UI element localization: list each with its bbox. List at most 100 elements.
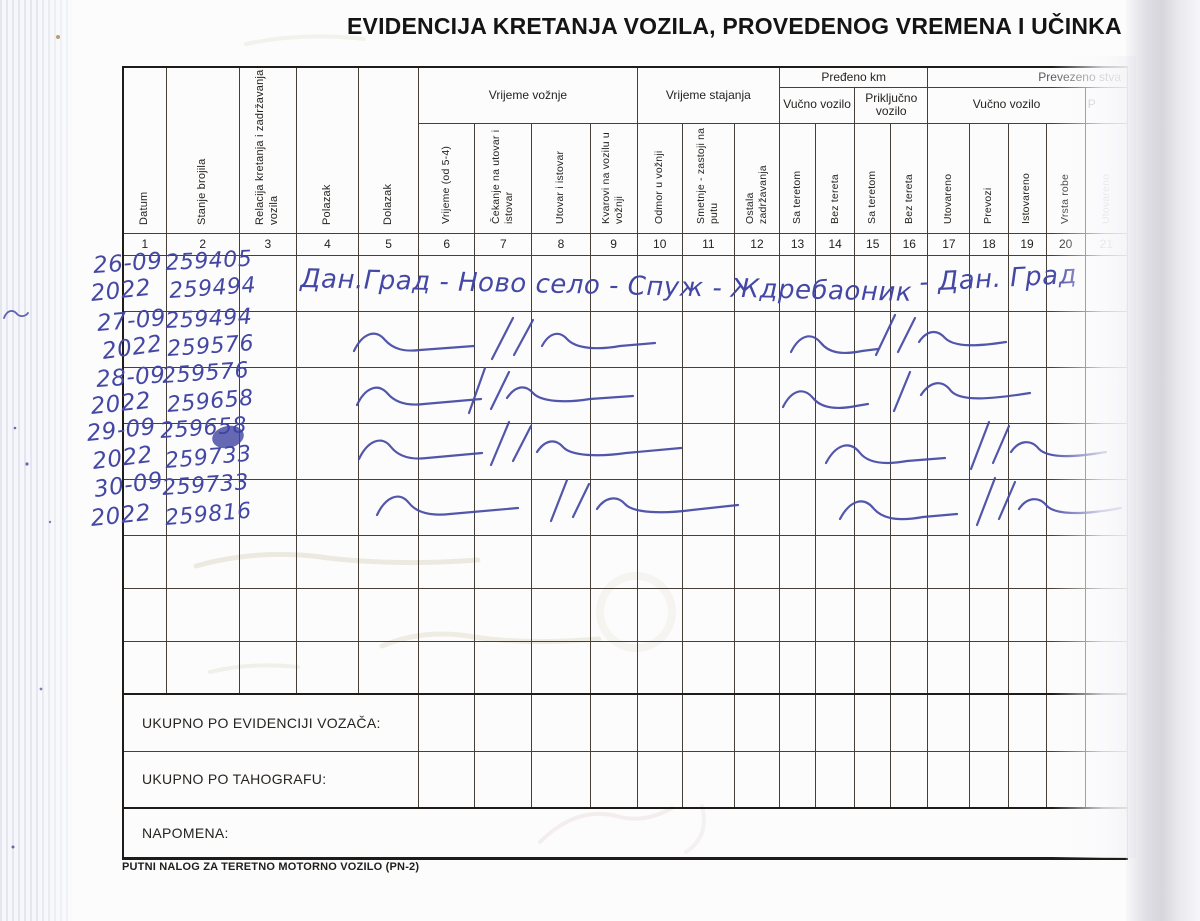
grid-cell	[681, 587, 735, 642]
col-header-vrijeme: Vrijeme (od 5-4)	[418, 122, 476, 234]
grid-cell	[969, 693, 1009, 752]
grid-cell	[1007, 640, 1047, 695]
grid-cell	[1007, 587, 1047, 642]
grid-cell	[531, 478, 591, 536]
grid-cell	[589, 254, 638, 312]
grid-cell	[815, 478, 856, 536]
totals-label-evidencija: UKUPNO PO EVIDENCIJI VOZAČA:	[122, 693, 420, 752]
grid-cell	[815, 422, 856, 480]
grid-cell	[358, 640, 420, 695]
col-header-prevozi: Prevozi	[969, 122, 1009, 234]
grid-cell	[681, 534, 735, 589]
grid-cell	[636, 366, 683, 424]
grid-cell	[927, 587, 971, 642]
grid-cell	[531, 640, 591, 695]
grid-cell	[418, 640, 476, 695]
grid-cell	[681, 422, 735, 480]
grid-cell	[1084, 254, 1129, 312]
grid-cell	[733, 750, 781, 809]
grid-cell	[778, 534, 817, 589]
grid-cell	[1084, 640, 1129, 695]
grid-cell	[531, 422, 591, 480]
grid-cell	[815, 587, 856, 642]
grid-cell	[531, 587, 591, 642]
grid-cell	[531, 366, 591, 424]
col-header-smetnje: Smetnje - zastoji na putu	[681, 122, 735, 234]
grid-cell	[778, 693, 817, 752]
grid-cell	[165, 254, 240, 312]
grid-cell	[589, 587, 638, 642]
grid-cell	[681, 478, 735, 536]
grid-cell	[358, 366, 420, 424]
grid-cell	[122, 478, 167, 536]
table-row-empty	[122, 587, 1129, 642]
grid-cell	[733, 693, 781, 752]
book-spine-fade	[34, 0, 104, 921]
grid-cell	[358, 478, 420, 536]
grid-cell	[1007, 534, 1047, 589]
grid-cell	[854, 640, 892, 695]
col-header-datum: Datum	[122, 66, 167, 234]
grid-cell	[636, 310, 683, 368]
col-header-relacija: Relacija kretanja i zadržavanja vozila	[238, 66, 297, 234]
table-row	[122, 422, 1129, 480]
grid-cell	[854, 422, 892, 480]
grid-cell	[1045, 640, 1086, 695]
grid-cell	[122, 587, 167, 642]
grid-cell	[927, 693, 971, 752]
grid-cell	[890, 640, 929, 695]
grid-cell	[636, 534, 683, 589]
grid-cell	[733, 366, 781, 424]
grid-cell	[358, 310, 420, 368]
grid-cell	[531, 534, 591, 589]
grid-cell	[733, 310, 781, 368]
grid-cell	[165, 478, 240, 536]
grid-cell	[733, 534, 781, 589]
grid-cell	[733, 640, 781, 695]
grid-cell	[969, 478, 1009, 536]
grid-cell	[890, 366, 929, 424]
col-header-bez-tereta-1: Bez tereta	[815, 122, 856, 234]
grid-cell	[531, 254, 591, 312]
grid-cell	[1045, 693, 1086, 752]
group-header-partial: P	[1084, 86, 1129, 124]
grid-cell	[681, 693, 735, 752]
grid-cell	[1007, 310, 1047, 368]
grid-cell	[1007, 693, 1047, 752]
grid-cell	[681, 310, 735, 368]
col-header-utovareno-21: Utovareno	[1084, 122, 1129, 234]
grid-cell	[474, 422, 533, 480]
grid-cell	[238, 640, 297, 695]
grid-cell	[1045, 534, 1086, 589]
col-header-stanje-brojila: Stanje brojila	[165, 66, 240, 234]
table-row-empty	[122, 534, 1129, 589]
grid-cell	[474, 587, 533, 642]
grid-cell	[238, 366, 297, 424]
grid-cell	[418, 254, 476, 312]
totals-row-tahograf: UKUPNO PO TAHOGRAFU:	[122, 750, 1129, 809]
group-header-prevezeno: Prevezeno stva	[927, 66, 1128, 88]
grid-cell	[927, 422, 971, 480]
grid-cell	[854, 534, 892, 589]
grid-cell	[295, 366, 360, 424]
grid-cell	[1084, 750, 1129, 809]
grid-cell	[358, 422, 420, 480]
grid-cell	[1007, 254, 1047, 312]
grid-cell	[681, 640, 735, 695]
grid-cell	[295, 254, 360, 312]
grid-cell	[1084, 422, 1129, 480]
grid-cell	[854, 254, 892, 312]
grid-cell	[815, 366, 856, 424]
grid-cell	[358, 587, 420, 642]
grid-cell	[1084, 478, 1129, 536]
grid-cell	[122, 254, 167, 312]
page-edge-shadow	[1126, 0, 1200, 921]
grid-cell	[1007, 422, 1047, 480]
grid-cell	[636, 478, 683, 536]
grid-cell	[589, 693, 638, 752]
grid-cell	[927, 478, 971, 536]
grid-cell	[927, 366, 971, 424]
grid-cell	[1084, 366, 1129, 424]
